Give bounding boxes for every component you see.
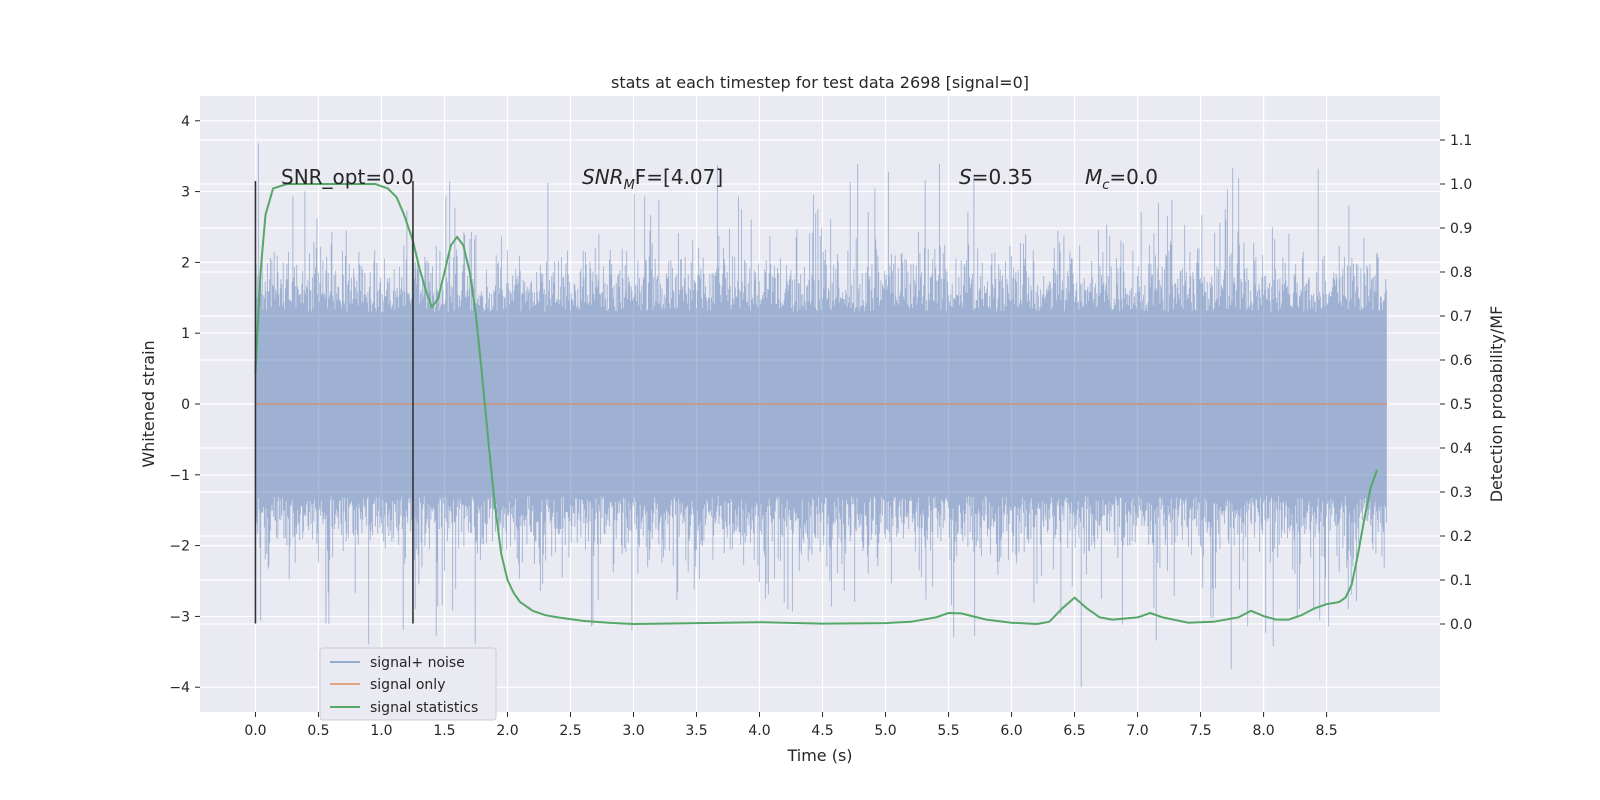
y-right-tick-label: 0.8 [1450, 265, 1472, 281]
x-tick-label: 4.0 [748, 723, 770, 739]
x-tick-label: 3.0 [622, 723, 644, 739]
chart-title: stats at each timestep for test data 269… [611, 73, 1029, 92]
y-tick-label: −4 [169, 680, 190, 696]
y-tick-label: 0 [181, 397, 190, 413]
x-tick-label: 8.0 [1252, 723, 1274, 739]
x-tick-label: 3.5 [685, 723, 707, 739]
y-right-tick-label: 1.0 [1450, 177, 1472, 193]
y-tick-label: 2 [181, 255, 190, 271]
y-right-tick-label: 0.6 [1450, 353, 1472, 369]
x-tick-label: 7.0 [1126, 723, 1148, 739]
y-right-tick-label: 0.0 [1450, 617, 1472, 633]
x-axis-label: Time (s) [786, 746, 852, 765]
x-tick-label: 1.5 [433, 723, 455, 739]
x-tick-label: 0.5 [307, 723, 329, 739]
y-tick-label: −3 [169, 609, 190, 625]
annotation-s: S=0.35 [959, 165, 1033, 189]
legend-box [319, 647, 497, 721]
x-tick-label: 8.5 [1315, 723, 1337, 739]
y-right-tick-label: 0.2 [1450, 529, 1472, 545]
y-tick-label: 4 [181, 114, 190, 130]
y-right-tick-label: 0.1 [1450, 573, 1472, 589]
marker-layer [254, 180, 414, 624]
y-right-tick-label: 0.4 [1450, 441, 1472, 457]
x-tick-label: 0.0 [244, 723, 266, 739]
y-axis-label: Whitened strain [139, 340, 158, 467]
x-tick-label: 6.0 [1000, 723, 1022, 739]
annotation-snr-mf: SNRMF=[4.07] [582, 165, 723, 193]
y-tick-label: 3 [181, 185, 190, 201]
legend-label-signal-only: signal only [370, 677, 445, 693]
x-tick-label: 5.5 [937, 723, 959, 739]
annotation-mc: Mc=0.0 [1085, 165, 1158, 193]
y-tick-label: −1 [169, 468, 190, 484]
y-tick-label: −2 [169, 539, 190, 555]
y-tick-label: 1 [181, 326, 190, 342]
y-right-axis-label: Detection probability/MF [1487, 306, 1506, 503]
y-right-tick-label: 1.1 [1450, 133, 1472, 149]
annotation-snr-opt: SNR_opt=0.0 [281, 165, 414, 189]
legend: signal+ noise signal only signal statist… [319, 647, 497, 721]
x-tick-label: 1.0 [370, 723, 392, 739]
x-tick-label: 4.5 [811, 723, 833, 739]
x-tick-label: 7.5 [1189, 723, 1211, 739]
y-right-tick-label: 0.9 [1450, 221, 1472, 237]
legend-label-statistics: signal statistics [370, 700, 478, 716]
x-tick-label: 2.0 [496, 723, 518, 739]
y-right-tick-label: 0.7 [1450, 309, 1472, 325]
legend-label-noise: signal+ noise [370, 655, 465, 671]
x-tick-label: 2.5 [559, 723, 581, 739]
annotation-layer: SNR_opt=0.0 SNRMF=[4.07] S=0.35 Mc=0.0 [281, 165, 1158, 193]
x-tick-label: 5.0 [874, 723, 896, 739]
y-right-tick-label: 0.3 [1450, 485, 1472, 501]
y-right-tick-label: 0.5 [1450, 397, 1472, 413]
tick-layer: 0.0 0.5 1.0 1.5 2.0 2.5 3.0 3.5 4.0 4.5 5.0 5.5 6.0 6… [169, 114, 1472, 739]
x-tick-label: 6.5 [1063, 723, 1085, 739]
